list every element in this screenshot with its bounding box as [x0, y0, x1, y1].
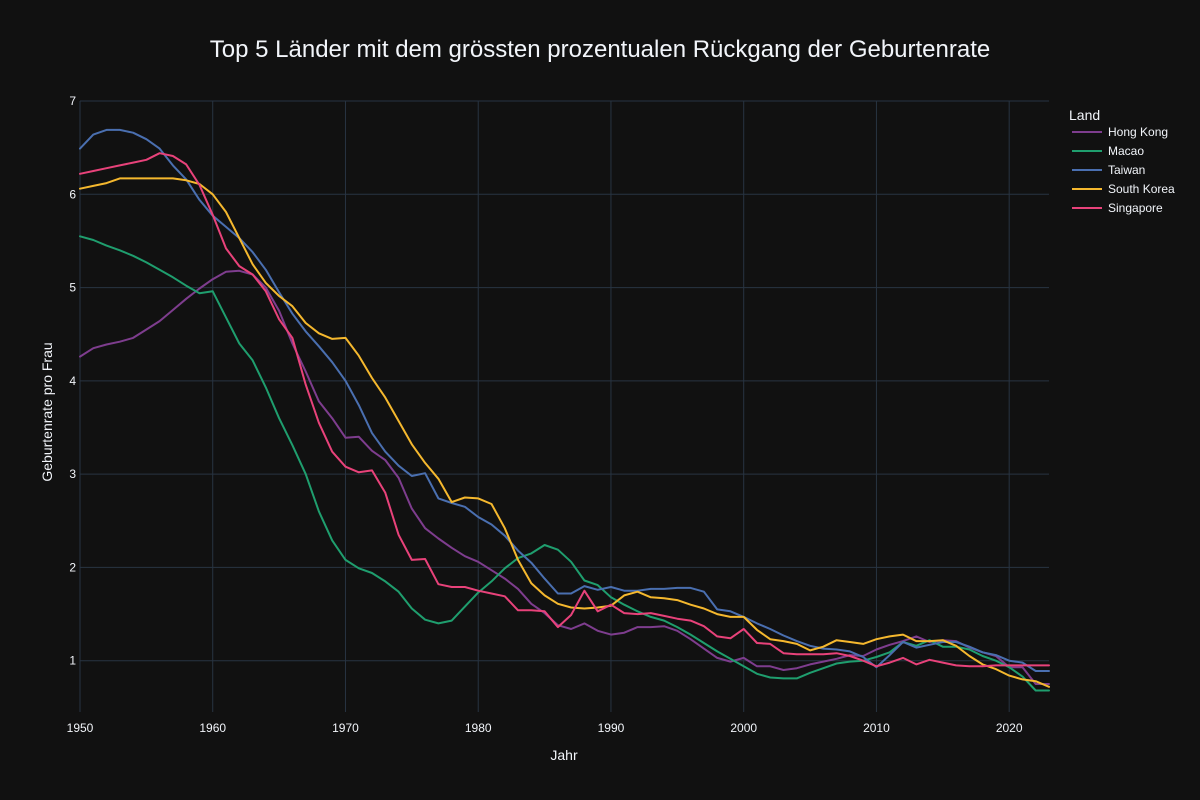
y-tick-label: 7	[69, 94, 76, 108]
x-tick-label: 2000	[730, 721, 757, 735]
legend-item-singapore: Singapore	[1072, 201, 1163, 215]
x-tick-label: 1980	[465, 721, 492, 735]
y-tick-label: 5	[69, 281, 76, 295]
legend-label: Macao	[1108, 144, 1144, 158]
legend: Land Hong Kong Macao Taiwan South Korea Sing…	[1069, 107, 1175, 215]
x-tick-label: 1950	[67, 721, 94, 735]
legend-item-taiwan: Taiwan	[1072, 163, 1145, 177]
x-tick-label: 2010	[863, 721, 890, 735]
x-tick-label: 1990	[598, 721, 625, 735]
legend-label: Hong Kong	[1108, 125, 1168, 139]
series-line-south-korea	[79, 177, 1050, 688]
legend-item-south-korea: South Korea	[1072, 182, 1175, 196]
y-tick-label: 4	[69, 374, 76, 388]
y-tick-label: 1	[69, 654, 76, 668]
legend-label: Singapore	[1108, 201, 1163, 215]
legend-item-hong-kong: Hong Kong	[1072, 125, 1168, 139]
series-line-singapore	[79, 152, 1050, 668]
legend-title: Land	[1069, 107, 1100, 123]
x-tick-label: 2020	[996, 721, 1023, 735]
chart-title: Top 5 Länder mit dem grössten prozentual…	[210, 36, 990, 63]
legend-label: South Korea	[1108, 182, 1175, 196]
y-tick-label: 6	[69, 187, 76, 201]
x-tick-label: 1960	[199, 721, 226, 735]
legend-item-macao: Macao	[1072, 144, 1144, 158]
x-tick-label: 1970	[332, 721, 359, 735]
y-tick-label: 2	[69, 560, 76, 574]
y-tick-label: 3	[69, 467, 76, 481]
legend-label: Taiwan	[1108, 163, 1145, 177]
series-line-macao	[79, 235, 1050, 692]
legend-items: Hong Kong Macao Taiwan South Korea Singapore	[1072, 125, 1175, 215]
x-axis-title: Jahr	[550, 747, 578, 763]
series-line-hong-kong	[79, 269, 1050, 685]
axis-ticks: 1 2 3 4 5 6 7 1950 1960 1970 1980 1990 2000 2010 2020	[67, 94, 1023, 735]
gridlines	[79, 100, 1049, 712]
y-axis-title: Geburtenrate pro Frau	[39, 342, 55, 481]
plot-area	[79, 128, 1050, 692]
